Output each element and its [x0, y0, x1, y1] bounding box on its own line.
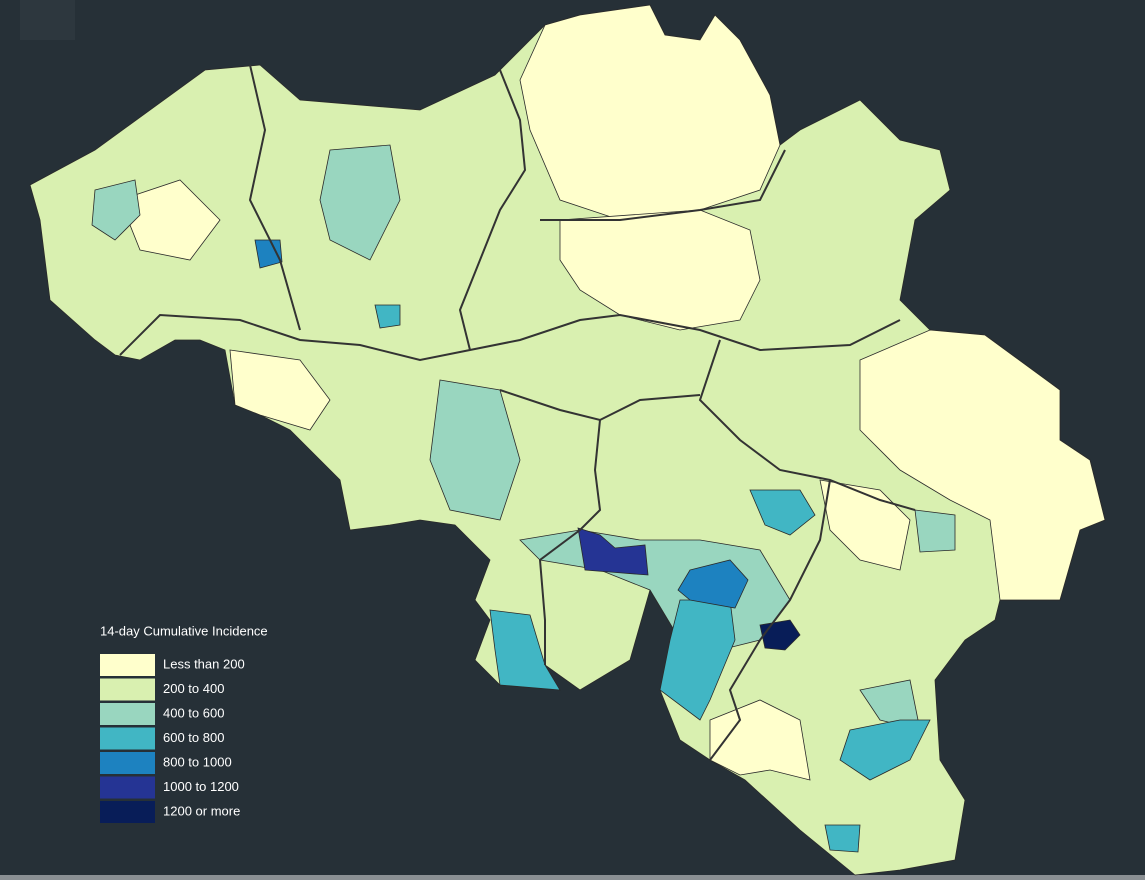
- country: [29, 4, 1106, 876]
- region-patch: [577, 527, 649, 576]
- region-patch: [749, 489, 816, 536]
- province-border: [540, 149, 786, 221]
- legend-label: Less than 200: [163, 656, 245, 671]
- region-patch: [319, 144, 401, 261]
- region-patch: [914, 509, 956, 553]
- region-patch: [839, 719, 931, 781]
- legend-swatch: [100, 654, 155, 676]
- legend-label: 200 to 400: [163, 681, 224, 696]
- legend-label: 800 to 1000: [163, 754, 232, 769]
- region-patch: [519, 4, 781, 221]
- legend: 14-day Cumulative Incidence Less than 20…: [100, 623, 268, 823]
- region-patch: [559, 209, 761, 331]
- province-border: [698, 339, 916, 511]
- region-patch: [119, 179, 221, 261]
- legend-label: 1000 to 1200: [163, 779, 239, 794]
- bottom-bar: [0, 875, 1145, 880]
- legend-label: 1200 or more: [163, 803, 240, 818]
- legend-swatch: [100, 703, 155, 725]
- legend-swatch: [100, 727, 155, 750]
- legend-title: 14-day Cumulative Incidence: [100, 623, 268, 638]
- region-patch: [859, 329, 1106, 601]
- legend-swatch: [100, 801, 155, 823]
- region-patch: [709, 699, 811, 781]
- region-patch: [91, 179, 141, 241]
- province-border: [709, 479, 831, 761]
- region-patch: [254, 239, 283, 269]
- province-border: [458, 69, 527, 351]
- legend-swatch: [100, 678, 155, 701]
- region-patch: [489, 609, 561, 691]
- province-border: [119, 313, 901, 362]
- legend-label: 400 to 600: [163, 705, 224, 720]
- region-patch: [229, 349, 331, 431]
- corner-control: [20, 0, 75, 40]
- legend-swatch: [100, 752, 155, 774]
- province-border: [248, 64, 301, 331]
- legend-swatch: [100, 776, 155, 799]
- legend-label: 600 to 800: [163, 730, 224, 745]
- region-patch: [677, 559, 749, 609]
- region-patch: [374, 304, 401, 329]
- region-patch: [824, 824, 861, 853]
- province-border: [538, 419, 602, 665]
